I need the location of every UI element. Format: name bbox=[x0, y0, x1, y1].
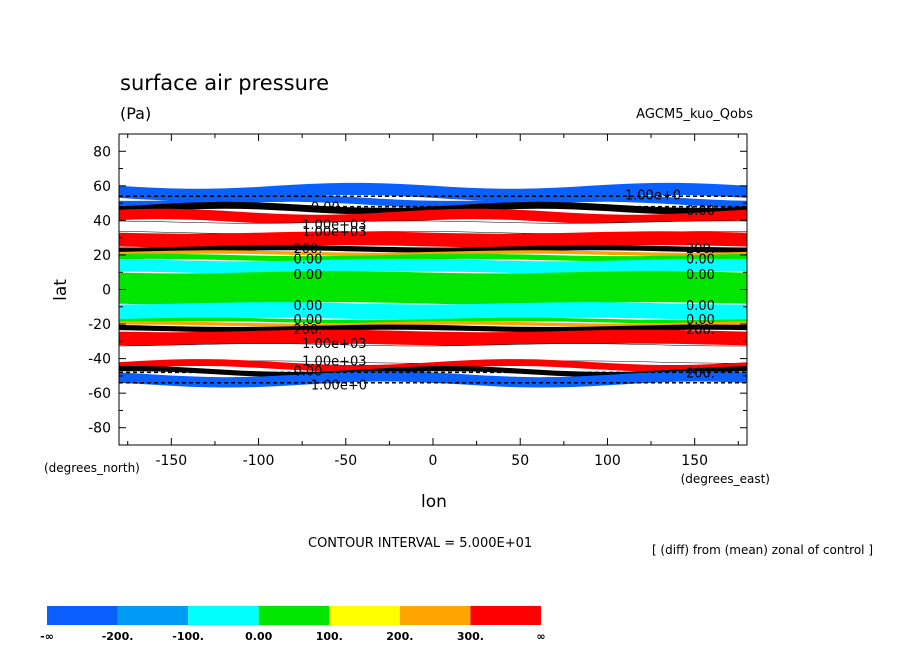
x-tick-label: -150 bbox=[155, 453, 187, 469]
contour-band bbox=[119, 317, 747, 324]
y-tick-label: -20 bbox=[88, 317, 111, 333]
y-tick-label: -40 bbox=[88, 352, 111, 368]
contour-band bbox=[119, 194, 747, 208]
colorbar-swatch bbox=[399, 606, 471, 625]
contour-label: 0.00 bbox=[293, 252, 322, 267]
contour-label: 200. bbox=[293, 242, 322, 257]
y-tick-label: -60 bbox=[88, 386, 111, 402]
contour-band bbox=[119, 271, 747, 305]
contour-band bbox=[119, 329, 747, 346]
colorbar-label: 0.00 bbox=[245, 630, 272, 643]
y-tick-label: -80 bbox=[88, 421, 111, 437]
contour-interval: CONTOUR INTERVAL = 5.000E+01 bbox=[308, 536, 532, 551]
contour-band bbox=[119, 343, 747, 364]
contour-label: 1.00e+03 bbox=[302, 225, 366, 240]
contour-label: 0.00 bbox=[686, 268, 715, 283]
colorbar-label: 200. bbox=[386, 630, 413, 643]
contour-label: 0.00 bbox=[686, 313, 715, 328]
x-tick-label: -50 bbox=[334, 453, 357, 469]
contour-label: 1.00e+03 bbox=[302, 354, 366, 369]
colorbar-label: -200. bbox=[102, 630, 134, 643]
contour-label: 1.00e+0 bbox=[311, 379, 367, 394]
y-tick-label: 40 bbox=[93, 213, 111, 229]
colorbar-label: -100. bbox=[172, 630, 204, 643]
contour-label: 0.00 bbox=[293, 365, 322, 380]
contour-band bbox=[119, 201, 747, 215]
contour-bands bbox=[119, 182, 747, 388]
x-tick-label: 0 bbox=[429, 453, 438, 469]
contour-band bbox=[119, 253, 747, 262]
contour-label: 0.00 bbox=[293, 313, 322, 328]
contour-band bbox=[119, 366, 747, 378]
y-tick-label: 80 bbox=[93, 144, 111, 160]
contour-band bbox=[119, 208, 747, 226]
contour-label: 200. bbox=[686, 366, 715, 381]
contour-label: 0.00 bbox=[293, 299, 322, 314]
colorbar-swatch bbox=[329, 606, 400, 625]
contour-label: 200. bbox=[293, 323, 322, 338]
contour-band bbox=[119, 359, 747, 372]
y-units-label: (degrees_north) bbox=[44, 461, 140, 475]
contour-label: 0.00 bbox=[686, 252, 715, 267]
subtitle-diff: [ (diff) from (mean) zonal of control ] bbox=[652, 543, 873, 557]
contour-band bbox=[119, 258, 747, 274]
contour-band bbox=[119, 250, 747, 257]
contour-label: 0.00 bbox=[686, 204, 715, 219]
colorbar-swatch bbox=[258, 606, 330, 625]
contour-label: 1.00e+03 bbox=[302, 218, 366, 233]
x-axis-label: lon bbox=[421, 492, 447, 512]
colorbar-label: -∞ bbox=[40, 630, 54, 643]
colorbar-swatch bbox=[117, 606, 189, 625]
colorbar-label: 100. bbox=[316, 630, 343, 643]
contour-label: 0.00 bbox=[686, 299, 715, 314]
colorbar-swatch bbox=[188, 606, 259, 625]
units-label: (Pa) bbox=[120, 104, 151, 123]
contour-band bbox=[119, 245, 747, 253]
contour-label: 200. bbox=[686, 323, 715, 338]
y-tick-label: 0 bbox=[102, 283, 111, 299]
colorbar: -∞ -200. -100. 0.00 100. 200. 300. ∞ bbox=[40, 606, 546, 643]
colorbar-swatch bbox=[47, 606, 118, 625]
axis-ticks: 80 60 40 20 0 -20 -40 -60 -80 -150 -100 -50 0 50 100 15… bbox=[88, 133, 747, 469]
y-tick-label: 60 bbox=[93, 179, 111, 195]
colorbar-swatch bbox=[470, 606, 541, 625]
x-tick-label: 50 bbox=[511, 453, 529, 469]
contour-band bbox=[119, 324, 747, 333]
colorbar-label: ∞ bbox=[536, 630, 545, 643]
y-axis-label: lat bbox=[51, 279, 71, 301]
contour-band bbox=[119, 231, 747, 248]
chart-title: surface air pressure bbox=[120, 71, 329, 95]
x-tick-label: -100 bbox=[243, 453, 275, 469]
x-units-label: (degrees_east) bbox=[681, 472, 770, 486]
contour-label: 1.00e+0 bbox=[625, 188, 681, 203]
contour-label: 0.00 bbox=[293, 268, 322, 283]
contour-label: 1.00e+03 bbox=[302, 337, 366, 352]
y-tick-label: 20 bbox=[93, 248, 111, 264]
contour-label: 0.00 bbox=[311, 201, 340, 216]
contour-band bbox=[119, 321, 747, 327]
contour-band bbox=[119, 302, 747, 321]
x-tick-label: 100 bbox=[594, 453, 621, 469]
contour-label: 200. bbox=[686, 242, 715, 257]
x-tick-label: 150 bbox=[681, 453, 708, 469]
colorbar-label: 300. bbox=[457, 630, 484, 643]
run-label: AGCM5_kuo_Qobs bbox=[636, 107, 753, 122]
